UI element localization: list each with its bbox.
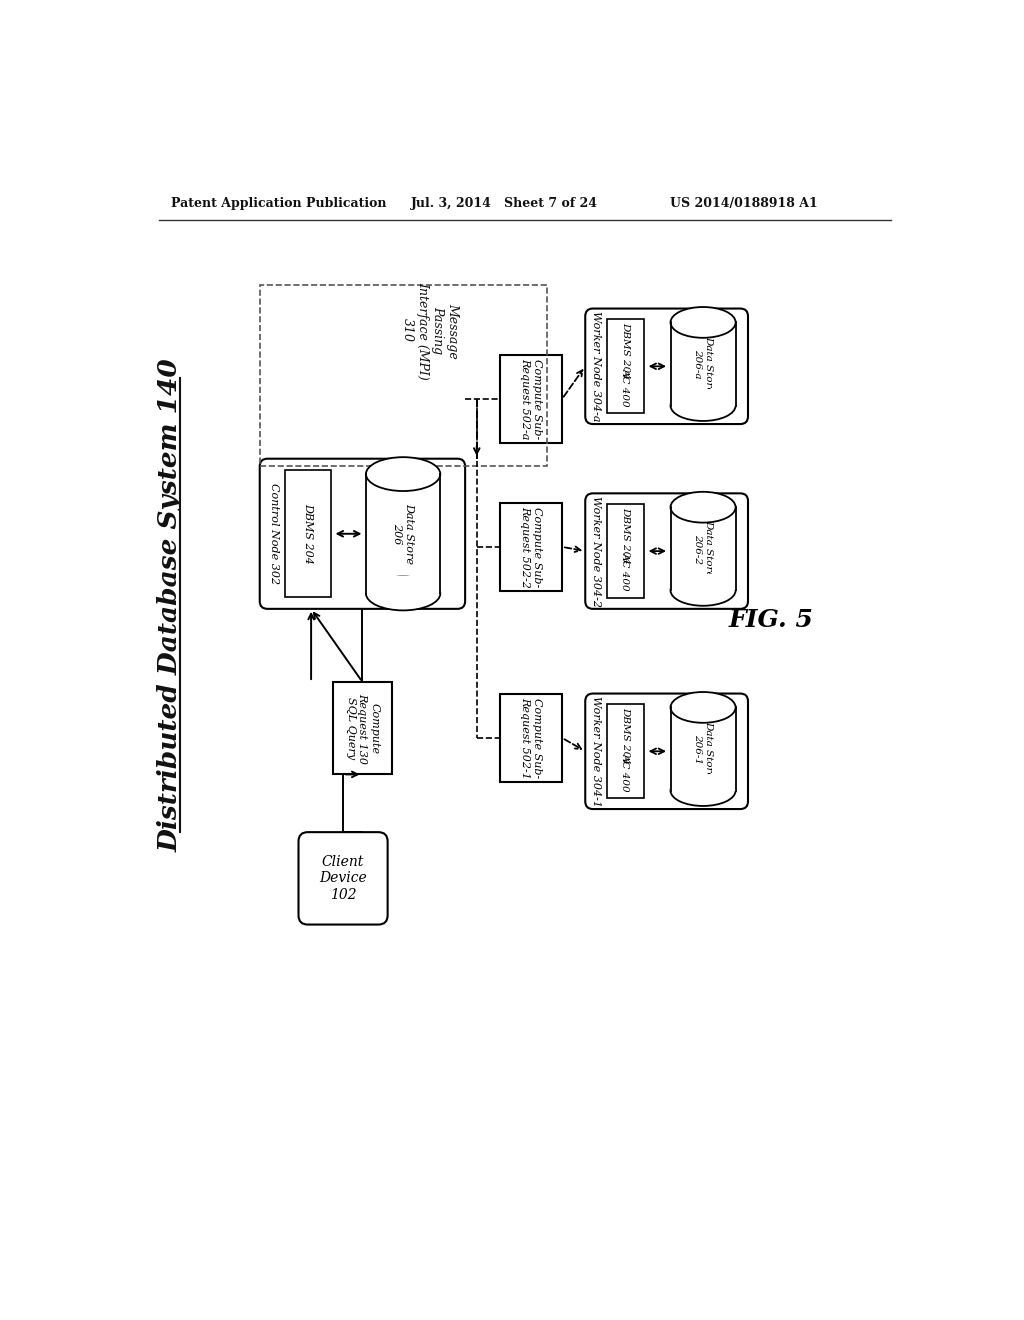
Bar [670,389,736,405]
Bar [670,574,736,590]
Text: Worker Node 304-2: Worker Node 304-2 [591,495,601,607]
Bar [671,708,735,791]
Bar [671,322,735,405]
Text: Data Store
206-2: Data Store 206-2 [693,520,713,577]
Bar [366,474,440,594]
Bar [285,470,331,598]
Text: DBMS 204: DBMS 204 [621,708,630,764]
Bar [366,576,441,594]
Text: DBMS 204: DBMS 204 [621,322,630,379]
Text: Client
Device
102: Client Device 102 [319,855,367,902]
Bar [500,693,562,781]
Bar [670,775,736,791]
Bar [500,503,562,591]
Bar [607,705,644,799]
FancyBboxPatch shape [586,693,748,809]
Ellipse shape [671,775,735,807]
Bar [671,507,735,590]
Text: Control Node 302: Control Node 302 [268,483,279,585]
Text: AC 400: AC 400 [621,752,630,791]
Text: Distributed Database System 140: Distributed Database System 140 [158,358,183,851]
Ellipse shape [671,308,735,338]
Text: Jul. 3, 2014   Sheet 7 of 24: Jul. 3, 2014 Sheet 7 of 24 [411,197,598,210]
Text: AC 400: AC 400 [621,368,630,407]
Text: DBMS 204: DBMS 204 [621,507,630,564]
Text: AC 400: AC 400 [621,553,630,591]
Bar [260,285,547,466]
FancyBboxPatch shape [586,494,748,609]
Text: Compute Sub-
Request 502-1: Compute Sub- Request 502-1 [520,697,542,779]
Text: Message
Passing
Interface (MPI)
310: Message Passing Interface (MPI) 310 [401,281,459,379]
Text: Patent Application Publication: Patent Application Publication [171,197,386,210]
Ellipse shape [671,692,735,723]
Bar [607,504,644,598]
FancyBboxPatch shape [299,832,388,924]
Text: US 2014/0188918 A1: US 2014/0188918 A1 [671,197,818,210]
Text: Compute Sub-
Request 502-2: Compute Sub- Request 502-2 [520,506,542,587]
Ellipse shape [366,577,440,610]
Text: Data Store
206-a: Data Store 206-a [693,335,713,392]
Text: DBMS 204: DBMS 204 [303,503,312,564]
FancyBboxPatch shape [260,459,465,609]
Text: Data Store
206-1: Data Store 206-1 [693,721,713,777]
Bar [334,682,391,775]
Bar [500,355,562,444]
Text: Compute
Request 130
SQL Query: Compute Request 130 SQL Query [346,693,379,764]
Ellipse shape [671,492,735,523]
Ellipse shape [366,457,440,491]
Text: Data Store
206: Data Store 206 [392,503,414,564]
Bar [607,319,644,413]
Ellipse shape [671,391,735,421]
Ellipse shape [671,576,735,606]
Text: Worker Node 304-a: Worker Node 304-a [591,312,601,421]
Text: Worker Node 304-1: Worker Node 304-1 [591,696,601,807]
FancyBboxPatch shape [586,309,748,424]
Text: Compute Sub-
Request 502-a: Compute Sub- Request 502-a [520,358,542,440]
Text: FIG. 5: FIG. 5 [729,609,814,632]
